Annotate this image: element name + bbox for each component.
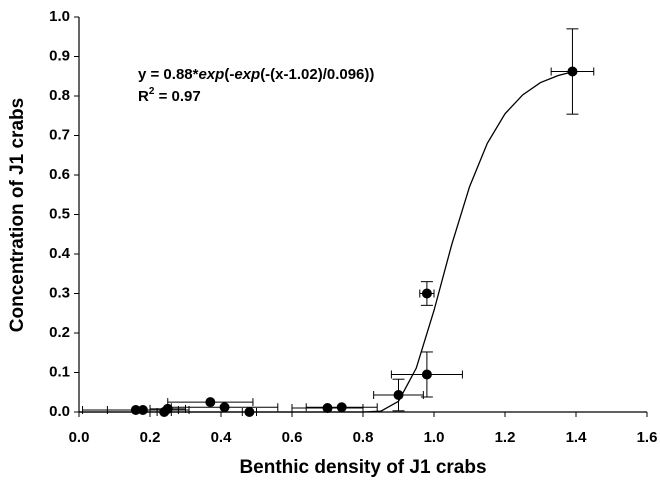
- point: [393, 390, 404, 401]
- eq-part: y = 0.88*: [138, 66, 199, 83]
- y-tick-label: 0.9: [49, 47, 70, 64]
- x-tick-label: 0.8: [353, 429, 374, 446]
- y-tick-label: 0.0: [49, 403, 70, 420]
- eq-part: (-(x-1.02)/0.096)): [260, 66, 374, 83]
- x-tick-label: 0.0: [69, 429, 90, 446]
- y-tick-label: 0.7: [49, 126, 70, 143]
- y-axis-label: Concentration of J1 crabs: [7, 98, 28, 332]
- point: [336, 402, 347, 413]
- eq-part: exp: [234, 66, 260, 83]
- x-tick-label: 1.6: [637, 429, 658, 446]
- point: [567, 66, 578, 77]
- y-tick-label: 0.3: [49, 284, 70, 301]
- r2-part: = 0.97: [154, 88, 200, 105]
- x-tick-label: 1.0: [424, 429, 445, 446]
- x-axis-label: Benthic density of J1 crabs: [239, 457, 486, 478]
- r2-part: 2: [149, 86, 155, 97]
- x-tick-label: 0.4: [211, 429, 233, 446]
- y-tick-label: 0.2: [49, 324, 70, 341]
- x-tick-label: 0.6: [282, 429, 303, 446]
- y-tick-label: 0.4: [49, 245, 71, 262]
- r-squared: R2 = 0.97: [138, 86, 201, 105]
- y-tick-label: 1.0: [49, 8, 70, 25]
- x-tick-label: 1.4: [566, 429, 588, 446]
- eq-part: (-: [224, 66, 234, 83]
- x-tick-label: 1.2: [495, 429, 516, 446]
- y-tick-label: 0.8: [49, 87, 70, 104]
- point: [421, 369, 432, 380]
- fit-curve: [79, 71, 573, 413]
- y-tick-label: 0.1: [49, 363, 70, 380]
- y-tick-label: 0.6: [49, 166, 70, 183]
- y-tick-label: 0.5: [49, 205, 70, 222]
- x-tick-label: 0.2: [140, 429, 161, 446]
- point: [219, 402, 230, 413]
- eq-part: exp: [198, 66, 224, 83]
- point: [205, 397, 216, 408]
- point: [421, 288, 432, 299]
- equation: y = 0.88*exp(-exp(-(x-1.02)/0.096)): [138, 66, 374, 83]
- point: [322, 403, 333, 414]
- r2-part: R: [138, 88, 149, 105]
- point: [137, 405, 148, 416]
- point: [244, 407, 255, 417]
- point: [162, 403, 173, 414]
